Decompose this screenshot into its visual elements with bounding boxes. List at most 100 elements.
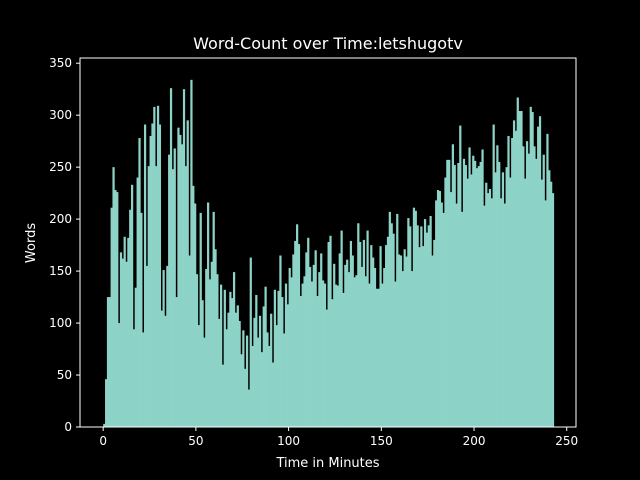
bar [418,247,421,427]
bar [134,287,137,427]
bar [442,212,445,427]
bar [383,267,386,427]
bar [190,79,193,427]
bar [366,230,369,427]
bar [175,297,178,427]
bar [507,135,510,427]
bar [284,283,288,427]
bar [221,364,225,427]
bar [438,191,442,427]
bar [288,267,291,427]
bar [147,166,150,427]
bar [436,190,440,427]
bar [171,169,175,427]
bar [110,207,113,427]
y-tick-label: 300 [49,108,72,122]
bar [486,193,490,427]
bar [375,288,378,427]
bar [453,165,456,428]
bar [429,215,432,427]
bar [344,264,347,427]
bar [320,253,323,427]
bar [112,167,115,427]
bar [353,277,356,427]
plot-frame [79,57,577,428]
bar [511,138,514,427]
bar [470,174,473,427]
bar [173,148,176,428]
bar [181,144,184,427]
bar [449,192,453,427]
x-tick-label: 0 [99,434,107,448]
bar [362,239,365,427]
bar [257,337,260,427]
y-tick-label: 50 [57,368,72,382]
bar [316,296,319,427]
bar [474,160,477,427]
bar [373,267,377,427]
bar [492,124,495,428]
bar [440,202,443,427]
bar [410,271,414,427]
bar [212,211,215,427]
bar [308,266,312,427]
bar [197,325,200,427]
y-tick-label: 350 [49,56,72,70]
bar [451,144,454,427]
bar [522,146,525,427]
bar [360,266,364,427]
bar [498,161,501,427]
bar [494,172,497,427]
bar [166,265,169,427]
bar [527,153,531,427]
bar [223,289,226,427]
bar [207,202,210,427]
bar [229,291,232,427]
bar [169,88,173,427]
x-axis-label: Time in Minutes [275,456,379,471]
bar [342,292,345,427]
bar [145,265,149,427]
bar [431,255,434,427]
bar [448,159,451,427]
bar [368,283,371,427]
bar [262,306,265,427]
bar [540,179,543,427]
bar [520,111,523,428]
bar [481,149,484,427]
bar [301,283,304,427]
bar [542,154,545,427]
bar [488,188,492,427]
bar [103,423,106,427]
bar [377,288,380,427]
bar [390,223,393,427]
y-tick-label: 0 [64,420,72,434]
bar [462,158,466,427]
bar [294,240,297,427]
bar [208,279,212,427]
bar [357,223,360,427]
bar [186,120,189,427]
bar [349,240,353,427]
bar [524,178,527,427]
bar [118,323,121,427]
bar [503,203,506,427]
bar [533,146,536,427]
bar [188,255,191,427]
bar [149,135,152,427]
bar [164,315,167,427]
bar [264,286,267,427]
bar [106,297,110,427]
bar [231,298,234,427]
y-axis-label: Words [24,223,39,263]
bar [182,89,186,427]
bar [372,257,375,427]
bar [299,296,302,427]
bar [459,125,462,427]
x-tick-label: 150 [370,434,393,448]
bar [334,284,338,427]
bar [403,249,406,427]
bar [168,154,171,427]
bar [420,226,423,427]
bar [329,235,332,427]
